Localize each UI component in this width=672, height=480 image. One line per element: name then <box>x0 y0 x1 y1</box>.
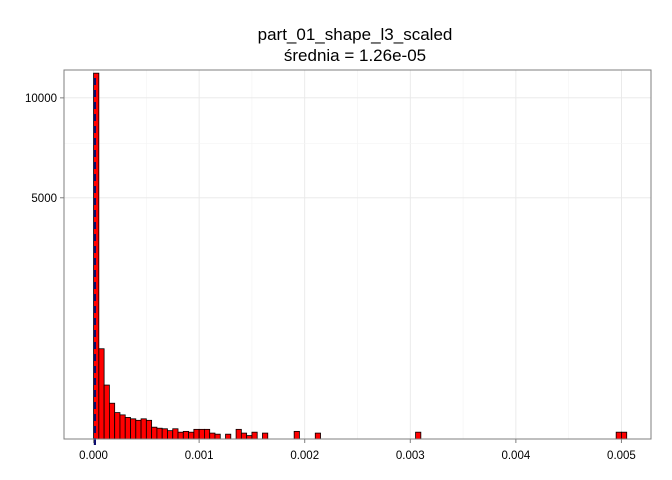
chart-subtitle: średnia = 1.26e-05 <box>284 46 426 65</box>
histogram-bar <box>130 418 137 440</box>
histogram-bar <box>135 419 142 440</box>
histogram-bar <box>235 428 242 440</box>
histogram-bar <box>124 417 131 440</box>
histogram-bar <box>262 432 269 440</box>
histogram-bar <box>204 428 211 440</box>
histogram-bar <box>114 412 121 440</box>
histogram-bar <box>140 418 147 440</box>
x-tick-label: 0.003 <box>396 450 425 462</box>
chart-title: part_01_shape_l3_scaled <box>258 25 453 44</box>
histogram-bar <box>145 419 153 440</box>
x-tick-label: 0.001 <box>185 450 214 462</box>
y-tick-label: 5000 <box>31 193 57 205</box>
histogram-bar <box>240 432 248 440</box>
histogram-bars <box>93 72 628 440</box>
histogram-bar <box>119 414 126 440</box>
histogram-bar <box>251 431 258 440</box>
histogram-bar <box>214 433 221 440</box>
histogram-bar <box>177 431 184 440</box>
x-tick-label: 0.004 <box>501 450 530 462</box>
histogram-bar <box>182 430 189 440</box>
histogram-bar <box>621 431 628 440</box>
y-tick-label: 10000 <box>25 93 57 105</box>
histogram-bar <box>156 427 163 440</box>
histogram-bar <box>209 432 216 440</box>
axis-ticks: 0.000 0.001 0.002 0.003 0.004 0.005 5000 10000 <box>25 93 636 462</box>
histogram-bar <box>293 430 300 440</box>
x-tick-label: 0.002 <box>290 450 319 462</box>
histogram-bar <box>246 435 253 440</box>
histogram-bar <box>167 430 174 440</box>
histogram-bar <box>415 431 422 440</box>
histogram-bar <box>198 428 205 440</box>
histogram-bar <box>225 433 232 440</box>
histogram-bar <box>193 428 200 440</box>
histogram-bar <box>103 384 110 440</box>
histogram-bar <box>172 428 179 440</box>
plot-border <box>63 69 652 440</box>
histogram-bar <box>188 431 195 440</box>
histogram-bar <box>615 431 622 440</box>
x-tick-label: 0.005 <box>607 450 636 462</box>
histogram-bar <box>161 428 168 440</box>
histogram-bar <box>151 426 158 440</box>
histogram-bar <box>98 348 105 440</box>
histogram-bar <box>314 432 321 440</box>
grid-lines <box>64 70 651 439</box>
x-tick-label: 0.000 <box>79 450 108 462</box>
histogram-bar <box>108 402 116 440</box>
